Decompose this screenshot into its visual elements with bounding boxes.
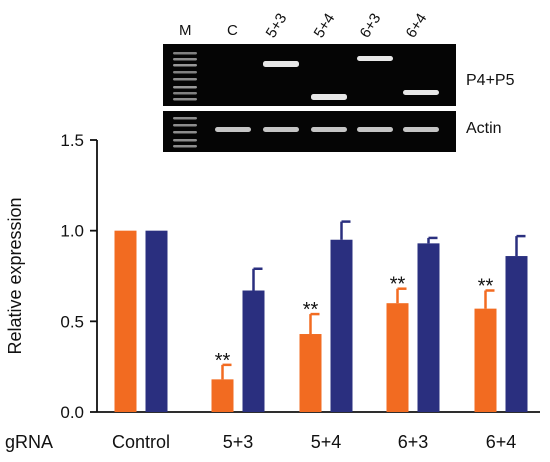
gel-top-panel-label: P4+P5 [466, 72, 515, 89]
pcr-band [263, 61, 299, 67]
actin-band [263, 127, 299, 132]
ladder-band [173, 64, 197, 67]
ladder-band [173, 86, 197, 89]
y-axis-label: Relative expression [5, 197, 25, 354]
gel-panel-top [163, 44, 456, 106]
pcr-band [403, 90, 439, 95]
gel-lane-label: M [179, 22, 192, 39]
bar [386, 303, 409, 412]
bar [417, 243, 440, 412]
x-tick-label: 5+4 [311, 432, 342, 452]
gel-bottom-panel-label: Actin [466, 120, 502, 137]
significance-label: ** [215, 350, 231, 372]
bar [474, 308, 497, 412]
ladder-band [173, 71, 197, 74]
actin-band [215, 127, 251, 132]
significance-label: ** [390, 274, 406, 296]
bar [211, 379, 234, 412]
bar [330, 239, 353, 412]
actin-band [311, 127, 347, 132]
ladder-band [173, 124, 197, 127]
actin-band [403, 127, 439, 132]
significance-label: ** [478, 276, 494, 298]
gel-lane-label: C [227, 22, 238, 39]
bar [114, 230, 137, 412]
actin-band [357, 127, 393, 132]
y-tick-label: 1.5 [60, 131, 84, 150]
x-row-label: gRNA [5, 432, 53, 452]
bar [505, 256, 528, 412]
pcr-band [311, 94, 347, 100]
bar [299, 334, 322, 412]
pcr-band [357, 56, 393, 61]
gel-panel-bottom [163, 111, 456, 152]
ladder-band [173, 98, 197, 101]
x-tick-label: 5+3 [223, 432, 254, 452]
ladder-band [173, 78, 197, 81]
bar [242, 290, 265, 412]
ladder-band [173, 145, 197, 148]
x-tick-label: 6+3 [398, 432, 429, 452]
ladder-band [173, 52, 197, 55]
gel-top-bands [173, 52, 439, 101]
significance-label: ** [303, 299, 319, 321]
ladder-band [173, 139, 197, 142]
y-tick-label: 0.0 [60, 403, 84, 422]
y-tick-label: 0.5 [60, 312, 84, 331]
ladder-band [173, 131, 197, 134]
bar [145, 230, 168, 412]
ladder-band [173, 117, 197, 120]
ladder-band [173, 58, 197, 61]
x-tick-label: Control [112, 432, 170, 452]
ladder-band [173, 92, 197, 95]
gel-bottom-bands [173, 117, 439, 148]
y-tick-label: 1.0 [60, 222, 84, 241]
x-tick-label: 6+4 [486, 432, 517, 452]
